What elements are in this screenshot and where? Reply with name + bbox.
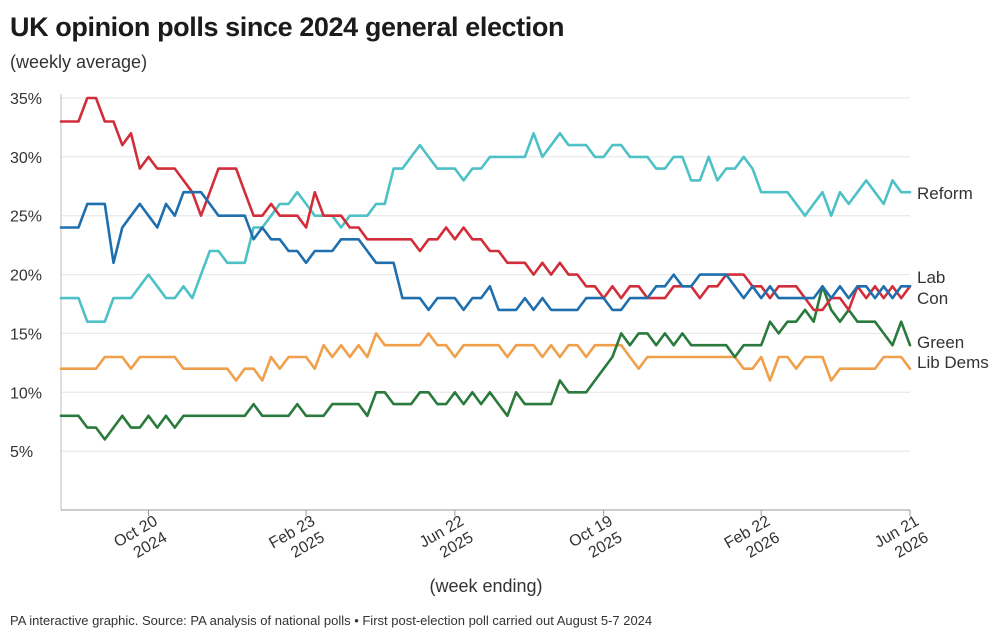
y-tick-label: 20% <box>10 268 42 285</box>
gridlines <box>61 97 910 452</box>
series-line-reform <box>59 132 912 324</box>
series-label-lab: Lab <box>917 268 945 287</box>
y-tick-label: 5% <box>10 444 33 461</box>
series-label-green: Green <box>917 333 964 352</box>
y-tick-label: 30% <box>10 150 42 167</box>
series-line-lib-dems <box>59 332 912 382</box>
series-label-lib-dems: Lib Dems <box>917 353 989 372</box>
y-tick-label: 25% <box>10 209 42 226</box>
chart-subtitle: (weekly average) <box>10 52 148 72</box>
series-line-con <box>59 96 912 312</box>
x-axis-title: (week ending) <box>429 576 542 596</box>
series-line-lab <box>59 190 912 312</box>
series-lines <box>59 96 912 441</box>
series-line-green <box>59 284 912 441</box>
chart-title: UK opinion polls since 2024 general elec… <box>10 12 565 42</box>
y-tick-label: 35% <box>10 91 42 108</box>
series-label-reform: Reform <box>917 184 973 203</box>
source-footnote: PA interactive graphic. Source: PA analy… <box>10 613 653 628</box>
y-tick-label: 15% <box>10 326 42 343</box>
series-label-con: Con <box>917 289 948 308</box>
y-tick-label: 10% <box>10 385 42 402</box>
